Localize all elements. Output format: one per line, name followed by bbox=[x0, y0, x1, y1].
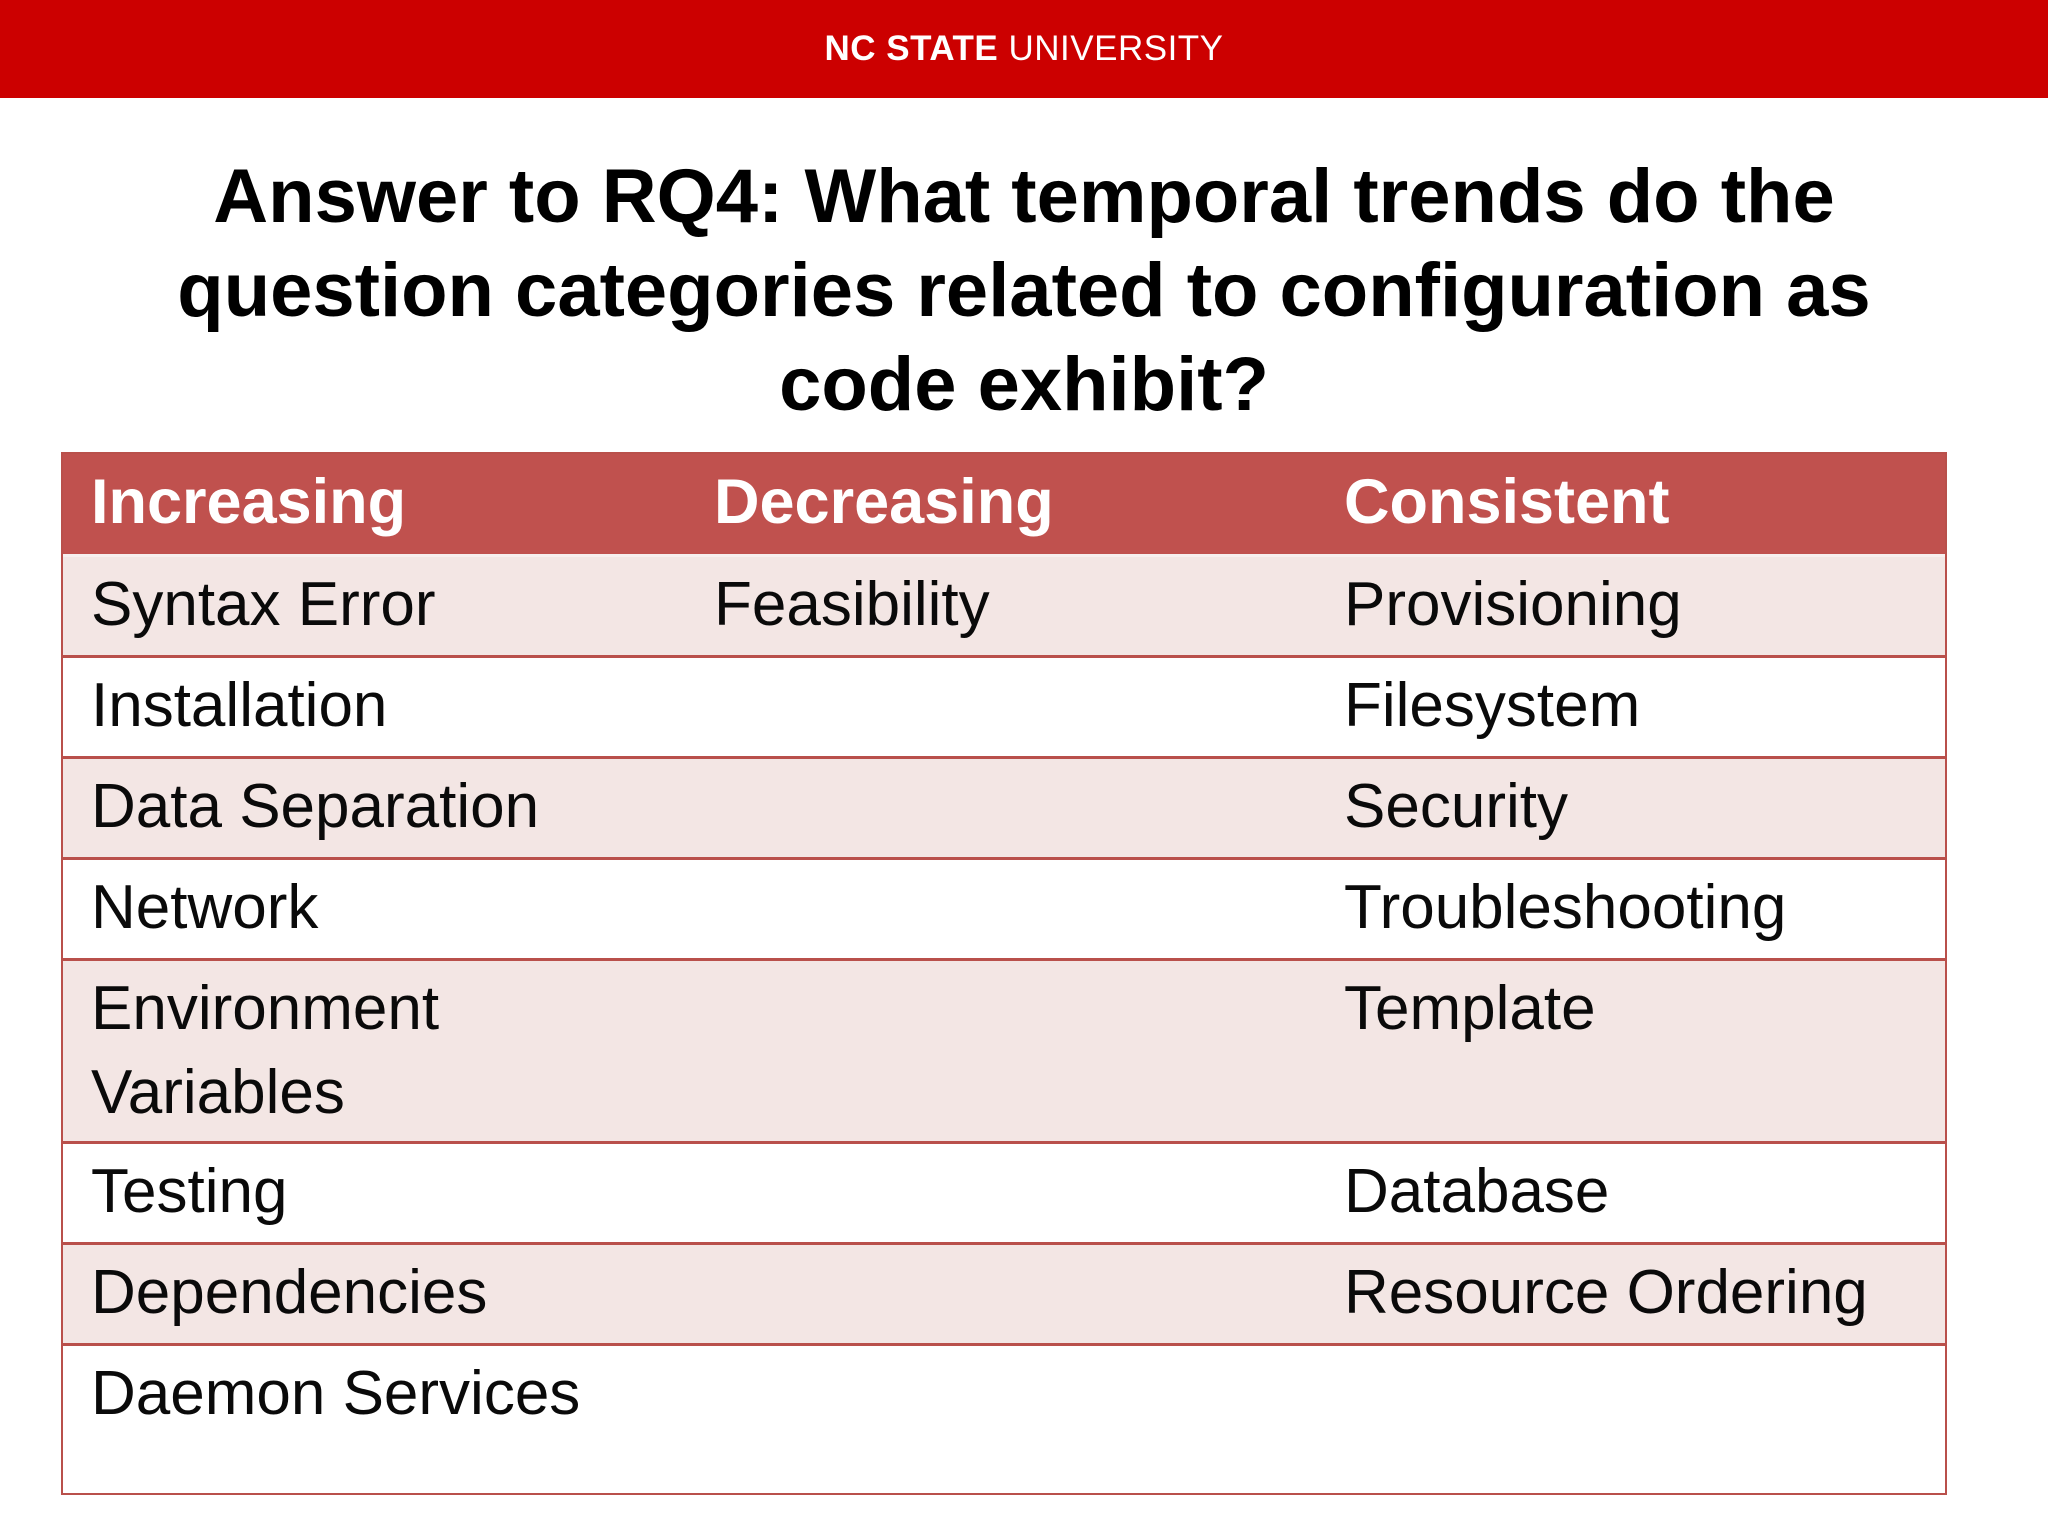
table-cell: Dependencies bbox=[91, 1258, 488, 1327]
column-header-increasing: Increasing bbox=[91, 467, 407, 537]
table-header-row: Increasing Decreasing Consistent bbox=[63, 454, 1945, 554]
table-cell bbox=[686, 961, 1316, 1141]
table-cell: Troubleshooting bbox=[1344, 873, 1787, 942]
table-cell: Database bbox=[1344, 1157, 1610, 1226]
table-cell bbox=[686, 1144, 1316, 1242]
table-cell: Environment Variables bbox=[91, 974, 440, 1127]
table-cell: Testing bbox=[91, 1157, 288, 1226]
table-cell: Network bbox=[91, 873, 319, 942]
category-trends-table: Increasing Decreasing Consistent Syntax Er… bbox=[61, 452, 1947, 1495]
table-cell: Resource Ordering bbox=[1344, 1258, 1868, 1327]
column-header-consistent: Consistent bbox=[1344, 467, 1670, 537]
column-header-decreasing: Decreasing bbox=[714, 467, 1054, 537]
table-row: Dependencies Resource Ordering bbox=[63, 1242, 1945, 1343]
table-cell bbox=[686, 658, 1316, 756]
table-cell: Feasibility bbox=[714, 570, 990, 639]
table-row: Syntax Error Feasibility Provisioning bbox=[63, 554, 1945, 655]
table-cell bbox=[1316, 1346, 1945, 1493]
table-cell: Provisioning bbox=[1344, 570, 1682, 639]
table-row: Data Separation Security bbox=[63, 756, 1945, 857]
slide-title: Answer to RQ4: What temporal trends do t… bbox=[177, 154, 1871, 427]
table-cell: Syntax Error bbox=[91, 570, 436, 639]
university-banner: NC STATE UNIVERSITY bbox=[0, 0, 2048, 98]
table-cell bbox=[686, 1245, 1316, 1343]
table-row: Testing Database bbox=[63, 1141, 1945, 1242]
table-body: Syntax Error Feasibility Provisioning Insta… bbox=[63, 554, 1945, 1493]
table-cell: Data Separation bbox=[91, 772, 540, 841]
table-row: Daemon Services bbox=[63, 1343, 1945, 1493]
table-row: Environment Variables Template bbox=[63, 958, 1945, 1141]
table-cell: Template bbox=[1344, 974, 1596, 1043]
logo-bold-text: NC STATE bbox=[824, 29, 999, 68]
table-cell: Daemon Services bbox=[91, 1359, 581, 1428]
table-cell: Filesystem bbox=[1344, 671, 1641, 740]
table-cell bbox=[686, 860, 1316, 958]
logo-regular-text: UNIVERSITY bbox=[998, 29, 1224, 68]
table-cell bbox=[686, 759, 1316, 857]
table-cell bbox=[686, 1346, 1316, 1493]
table-cell: Installation bbox=[91, 671, 388, 740]
nc-state-logo: NC STATE UNIVERSITY bbox=[824, 29, 1223, 69]
table-cell: Security bbox=[1344, 772, 1568, 841]
table-row: Installation Filesystem bbox=[63, 655, 1945, 756]
table-row: Network Troubleshooting bbox=[63, 857, 1945, 958]
